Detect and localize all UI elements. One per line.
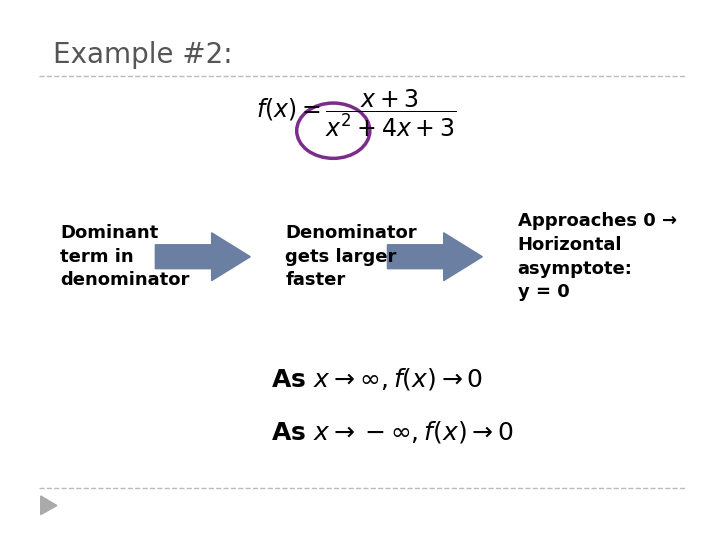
Text: Approaches 0 →
Horizontal
asymptote:
y = 0: Approaches 0 → Horizontal asymptote: y =…: [518, 212, 677, 301]
Text: As $x \rightarrow \infty, f(x) \rightarrow 0$: As $x \rightarrow \infty, f(x) \rightarr…: [271, 366, 484, 392]
FancyArrow shape: [156, 233, 251, 281]
Text: Denominator
gets larger
faster: Denominator gets larger faster: [285, 224, 417, 289]
Text: $f(x) = \dfrac{x+3}{x^2+4x+3}$: $f(x) = \dfrac{x+3}{x^2+4x+3}$: [256, 87, 456, 139]
Text: As $x \rightarrow -\infty, f(x) \rightarrow 0$: As $x \rightarrow -\infty, f(x) \rightar…: [271, 419, 514, 445]
FancyArrow shape: [387, 233, 482, 281]
Text: Example #2:: Example #2:: [53, 42, 233, 69]
Polygon shape: [41, 496, 57, 515]
Text: Dominant
term in
denominator: Dominant term in denominator: [60, 224, 190, 289]
